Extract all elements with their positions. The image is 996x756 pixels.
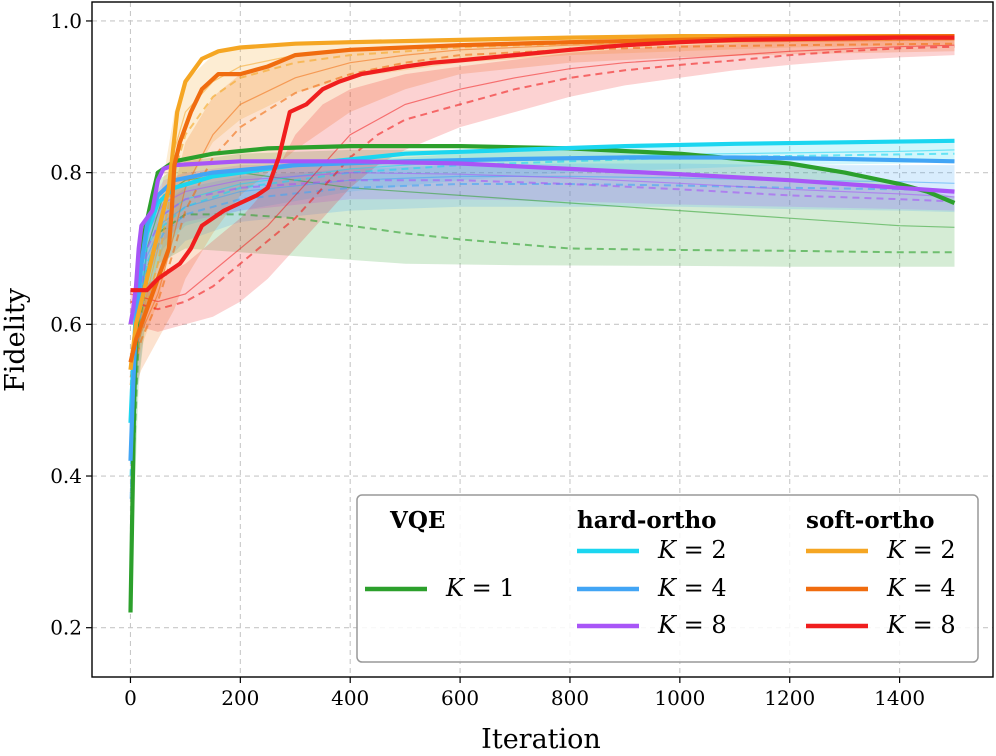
legend-group-title: VQE (389, 507, 445, 534)
hard_k8-mean-line (129, 179, 955, 439)
legend-box (356, 494, 979, 663)
x-tick-label: 200 (221, 686, 259, 710)
hard_k8-best-line (128, 159, 955, 325)
hard_k2-mean-line (129, 152, 955, 477)
y-tick-label: 0.8 (50, 161, 82, 185)
soft_k8-legend-label: K = 8 (886, 611, 956, 639)
x-tick-label: 1000 (654, 686, 705, 710)
y-tick-label: 0.2 (50, 616, 82, 640)
x-tick-label: 0 (124, 686, 137, 710)
hard_k8-legend-label: K = 8 (657, 611, 727, 639)
plot-frame (91, 1, 994, 678)
hard_k4-best-line (128, 155, 955, 461)
soft_k8-best-line (130, 35, 955, 293)
hard_k2-legend-label: K = 2 (657, 536, 727, 564)
soft_k8-band (130, 39, 955, 332)
soft_k4-mean-line (129, 42, 955, 378)
best-lines (128, 34, 956, 613)
y-tick-label: 0.4 (50, 464, 82, 488)
y-axis-title: Fidelity (0, 287, 31, 392)
vqe_k1-mean-line (129, 213, 955, 613)
hard_k4-legend-label: K = 4 (657, 574, 727, 602)
hard_k4-band (130, 163, 955, 552)
x-tick-label: 800 (551, 686, 589, 710)
vqe_k1-legend-label: K = 1 (445, 574, 515, 602)
legend-group-title: soft-ortho (806, 507, 935, 534)
x-axis-title: Iteration (481, 724, 601, 755)
x-tick-label: 1200 (764, 686, 815, 710)
y-tick-label: 1.0 (50, 9, 82, 33)
y-tick-label: 0.6 (50, 312, 82, 336)
x-tick-label: 1400 (874, 686, 925, 710)
soft_k2-legend-label: K = 2 (886, 536, 956, 564)
y-axis-ticks: 0.2 0.4 0.6 0.8 1.0 (50, 9, 92, 640)
vqe_k1-band (130, 149, 955, 613)
x-tick-label: 400 (331, 686, 369, 710)
soft_k4-legend-label: K = 4 (886, 574, 956, 602)
soft_k4-best-line (128, 34, 955, 363)
soft_k8-median-line (130, 44, 955, 303)
soft_k8-mean-line (130, 45, 955, 311)
x-axis-ticks: 0 200 400 600 800 1000 1200 1400 (124, 677, 925, 710)
hard_k2-median-line (129, 149, 955, 461)
legend-group-title: hard-ortho (577, 507, 717, 534)
soft_k2-best-line (128, 34, 955, 371)
soft_k2-band (130, 36, 955, 401)
x-tick-label: 600 (441, 686, 479, 710)
